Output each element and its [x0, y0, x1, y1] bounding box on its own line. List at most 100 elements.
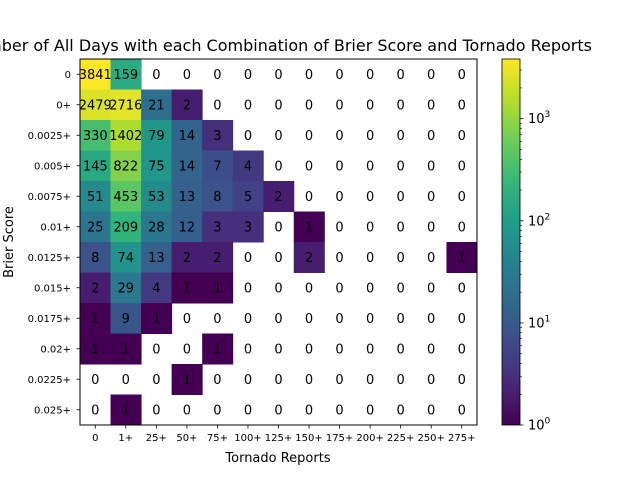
heatmap-cell — [446, 242, 478, 273]
cell-value-label: 0 — [274, 159, 282, 174]
heatmap-cell — [110, 211, 142, 243]
heatmap-cell — [110, 59, 142, 90]
cell-value-label: 0 — [397, 129, 405, 144]
cell-value-label: 1 — [183, 373, 191, 388]
cell-value-label: 2 — [213, 251, 221, 266]
cell-value-label: 0 — [335, 373, 343, 388]
cell-value-label: 0 — [335, 220, 343, 235]
cell-value-label: 0 — [305, 281, 313, 296]
cell-value-label: 0 — [244, 373, 252, 388]
heatmap-cell — [110, 303, 142, 334]
heatmap-cell — [293, 211, 325, 243]
heatmap-cell — [80, 303, 112, 334]
cell-value-label: 0 — [91, 403, 99, 418]
cell-value-label: 3 — [244, 220, 252, 235]
x-tick-label: 75+ — [207, 433, 228, 444]
cell-value-label: 1 — [305, 220, 313, 235]
cell-value-label: 29 — [118, 281, 135, 296]
cell-value-label: 14 — [179, 129, 196, 144]
x-tick-label: 275+ — [448, 433, 475, 444]
cell-value-label: 3 — [213, 220, 221, 235]
heatmap-cell — [141, 181, 173, 212]
cell-value-label: 0 — [366, 312, 374, 327]
y-tick-label: 0.0175+ — [28, 314, 71, 325]
cell-value-label: 0 — [274, 373, 282, 388]
cell-value-label: 0 — [274, 403, 282, 418]
cell-value-label: 0 — [274, 251, 282, 266]
heatmap-cell — [80, 120, 112, 151]
cell-value-label: 0 — [183, 68, 191, 83]
cell-value-label: 51 — [87, 190, 104, 205]
cell-value-label: 13 — [148, 251, 165, 266]
heatmap-cell — [110, 181, 142, 212]
heatmap-cell — [171, 364, 203, 395]
cell-value-label: 0 — [397, 159, 405, 174]
cell-value-label: 0 — [305, 129, 313, 144]
cell-value-label: 0 — [244, 342, 252, 357]
cell-value-label: 0 — [366, 403, 374, 418]
x-tick-label: 200+ — [356, 433, 383, 444]
heatmap-cell — [141, 303, 173, 334]
x-axis-label: Tornado Reports — [224, 451, 330, 466]
cell-value-label: 8 — [91, 251, 99, 266]
cell-value-label: 0 — [366, 129, 374, 144]
y-tick-label: 0 — [65, 70, 71, 81]
cell-value-label: 0 — [397, 98, 405, 113]
cell-value-label: 0 — [274, 220, 282, 235]
heatmap-cell — [171, 120, 203, 151]
cell-value-label: 0 — [335, 312, 343, 327]
cell-value-label: 330 — [83, 129, 108, 144]
cell-value-label: 2 — [183, 251, 191, 266]
cell-value-label: 145 — [83, 159, 108, 174]
heatmap-cell — [293, 242, 325, 273]
heatmap-cell — [110, 333, 142, 365]
heatmap-cell — [202, 181, 234, 212]
cell-value-label: 0 — [458, 190, 466, 205]
x-tick-label: 1+ — [118, 433, 133, 444]
cell-value-label: 8 — [213, 190, 221, 205]
cell-value-label: 0 — [152, 342, 160, 357]
y-tick-label: 0.0225+ — [28, 375, 71, 386]
heatmap-cell — [171, 211, 203, 243]
cell-value-label: 0 — [427, 312, 435, 327]
heatmap-cell — [80, 89, 112, 121]
cell-value-label: 9 — [122, 312, 130, 327]
cell-value-label: 2479 — [79, 98, 112, 113]
cell-value-label: 0 — [305, 403, 313, 418]
y-tick-label: 0.02+ — [40, 344, 71, 355]
cell-value-label: 0 — [366, 342, 374, 357]
cell-value-label: 0 — [274, 129, 282, 144]
cell-value-label: 0 — [397, 220, 405, 235]
y-tick-label: 0.005+ — [34, 161, 71, 172]
cell-value-label: 1 — [213, 281, 221, 296]
cell-value-label: 0 — [427, 251, 435, 266]
cell-value-label: 0 — [213, 312, 221, 327]
cell-value-label: 3841 — [79, 68, 112, 83]
heatmap-cell — [110, 394, 142, 426]
heatmap-cell — [80, 272, 112, 304]
cell-value-label: 0 — [213, 98, 221, 113]
colorbar: 100 101 102 103 — [501, 58, 551, 434]
heatmap-cell — [110, 150, 142, 182]
cell-value-label: 0 — [244, 129, 252, 144]
cell-value-label: 4 — [244, 159, 252, 174]
cell-value-label: 0 — [366, 98, 374, 113]
cell-value-label: 0 — [183, 342, 191, 357]
colorbar-gradient — [501, 58, 521, 426]
cell-value-label: 4 — [152, 281, 160, 296]
cell-value-label: 0 — [305, 373, 313, 388]
cell-value-label: 0 — [397, 312, 405, 327]
heatmap-cell — [110, 89, 142, 121]
cell-value-label: 0 — [366, 220, 374, 235]
colorbar-tick-label: 101 — [528, 314, 550, 331]
cell-value-label: 0 — [427, 342, 435, 357]
cell-value-label: 2 — [274, 190, 282, 205]
cell-value-label: 0 — [397, 190, 405, 205]
y-axis-ticks: 0 0+ 0.0025+ 0.005+ 0.0075+ 0.01+ 0.0125+ 0.015… — [28, 70, 80, 416]
cell-value-label: 0 — [305, 98, 313, 113]
cell-value-label: 0 — [335, 403, 343, 418]
cell-value-label: 0 — [152, 403, 160, 418]
heatmap-cell — [141, 272, 173, 304]
heatmap-cell — [202, 120, 234, 151]
